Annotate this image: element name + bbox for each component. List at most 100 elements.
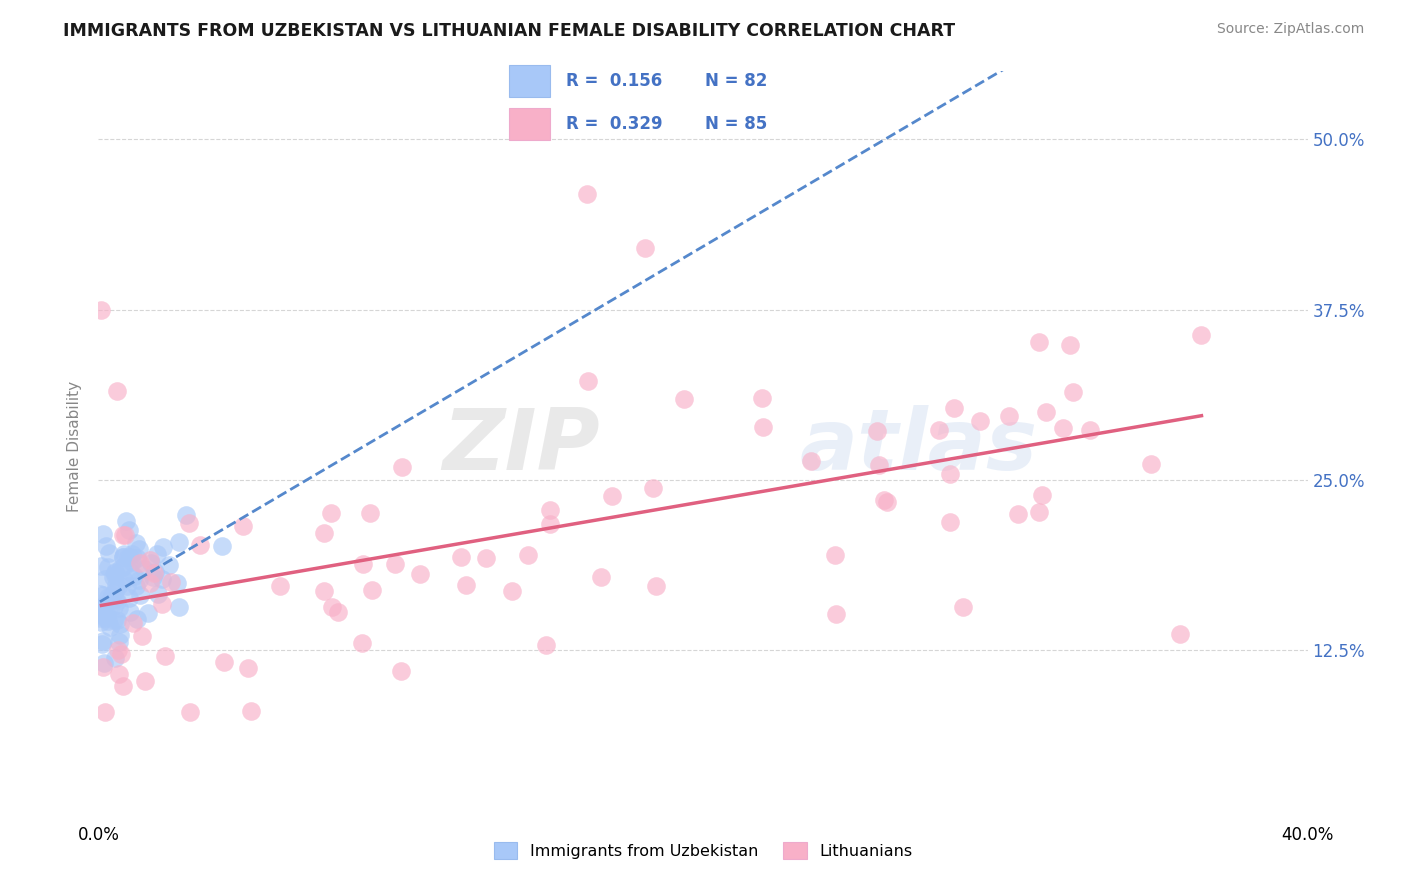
Text: Source: ZipAtlas.com: Source: ZipAtlas.com xyxy=(1216,22,1364,37)
Lithuanians xyxy=(602,490,624,504)
Lithuanians xyxy=(321,599,343,614)
Lithuanians xyxy=(212,655,235,669)
Immigrants from Uzbekistan xyxy=(98,620,121,634)
Immigrants from Uzbekistan xyxy=(118,591,141,606)
Immigrants from Uzbekistan xyxy=(128,541,150,556)
Immigrants from Uzbekistan xyxy=(174,508,197,523)
Immigrants from Uzbekistan xyxy=(104,566,127,580)
Immigrants from Uzbekistan xyxy=(128,573,150,587)
Lithuanians xyxy=(1007,507,1029,521)
Lithuanians xyxy=(969,415,991,429)
Lithuanians xyxy=(456,578,478,592)
Immigrants from Uzbekistan xyxy=(90,615,112,630)
Immigrants from Uzbekistan xyxy=(120,550,142,565)
Lithuanians xyxy=(1062,384,1084,399)
Immigrants from Uzbekistan xyxy=(127,551,149,566)
Lithuanians xyxy=(326,606,349,620)
Immigrants from Uzbekistan xyxy=(97,614,120,628)
Lithuanians xyxy=(409,566,432,581)
Lithuanians xyxy=(591,570,613,584)
Lithuanians xyxy=(643,481,665,495)
Lithuanians xyxy=(825,607,848,621)
Lithuanians xyxy=(1191,327,1213,342)
Immigrants from Uzbekistan xyxy=(104,591,127,606)
Immigrants from Uzbekistan xyxy=(146,547,169,561)
Lithuanians xyxy=(314,584,336,599)
Immigrants from Uzbekistan xyxy=(107,601,129,615)
Immigrants from Uzbekistan xyxy=(93,604,115,618)
Lithuanians xyxy=(1052,420,1074,434)
Immigrants from Uzbekistan xyxy=(142,570,165,584)
Immigrants from Uzbekistan xyxy=(89,587,111,601)
Immigrants from Uzbekistan xyxy=(91,527,114,541)
Lithuanians xyxy=(112,679,135,693)
Lithuanians xyxy=(800,453,823,467)
Lithuanians xyxy=(111,528,134,542)
Lithuanians xyxy=(108,666,131,681)
Text: N = 85: N = 85 xyxy=(704,114,768,133)
Immigrants from Uzbekistan xyxy=(152,540,174,554)
Lithuanians xyxy=(517,548,540,562)
Immigrants from Uzbekistan xyxy=(108,635,131,649)
Immigrants from Uzbekistan xyxy=(104,650,127,665)
Y-axis label: Female Disability: Female Disability xyxy=(67,380,83,512)
Immigrants from Uzbekistan xyxy=(121,547,143,561)
Lithuanians xyxy=(114,528,136,542)
Lithuanians xyxy=(1028,505,1050,519)
Immigrants from Uzbekistan xyxy=(166,575,188,590)
Immigrants from Uzbekistan xyxy=(89,611,111,625)
Lithuanians xyxy=(645,579,668,593)
Immigrants from Uzbekistan xyxy=(136,606,159,620)
Immigrants from Uzbekistan xyxy=(93,605,115,619)
Bar xyxy=(509,65,550,97)
Immigrants from Uzbekistan xyxy=(128,589,150,603)
Immigrants from Uzbekistan xyxy=(112,558,135,573)
Lithuanians xyxy=(91,660,114,674)
Immigrants from Uzbekistan xyxy=(143,565,166,579)
Lithuanians xyxy=(872,493,894,508)
Lithuanians xyxy=(134,673,156,688)
Text: ZIP: ZIP xyxy=(443,404,600,488)
Lithuanians xyxy=(634,242,657,256)
Lithuanians xyxy=(501,584,523,599)
Lithuanians xyxy=(121,615,143,630)
Lithuanians xyxy=(1078,423,1101,437)
Text: R =  0.329: R = 0.329 xyxy=(565,114,662,133)
Text: R =  0.156: R = 0.156 xyxy=(565,71,662,90)
Immigrants from Uzbekistan xyxy=(105,613,128,627)
Immigrants from Uzbekistan xyxy=(89,607,111,621)
Lithuanians xyxy=(576,374,599,388)
Immigrants from Uzbekistan xyxy=(91,637,114,651)
Immigrants from Uzbekistan xyxy=(97,546,120,560)
Lithuanians xyxy=(150,597,173,611)
Immigrants from Uzbekistan xyxy=(94,539,117,553)
Immigrants from Uzbekistan xyxy=(111,550,134,565)
Immigrants from Uzbekistan xyxy=(110,628,132,642)
Immigrants from Uzbekistan xyxy=(167,599,190,614)
Immigrants from Uzbekistan xyxy=(117,550,139,565)
Lithuanians xyxy=(128,556,150,570)
Immigrants from Uzbekistan xyxy=(91,599,114,614)
Lithuanians xyxy=(312,525,335,540)
Lithuanians xyxy=(952,599,974,614)
Immigrants from Uzbekistan xyxy=(101,588,124,602)
Lithuanians xyxy=(876,495,898,509)
Immigrants from Uzbekistan xyxy=(105,578,128,592)
Lithuanians xyxy=(824,548,846,562)
Immigrants from Uzbekistan xyxy=(110,560,132,574)
Lithuanians xyxy=(107,643,129,657)
Immigrants from Uzbekistan xyxy=(114,514,136,528)
Immigrants from Uzbekistan xyxy=(150,572,173,586)
Immigrants from Uzbekistan xyxy=(91,588,114,602)
Lithuanians xyxy=(751,391,773,405)
Immigrants from Uzbekistan xyxy=(112,549,135,564)
Lithuanians xyxy=(94,705,117,719)
Immigrants from Uzbekistan xyxy=(93,572,115,586)
Immigrants from Uzbekistan xyxy=(132,562,155,576)
Lithuanians xyxy=(575,186,598,201)
Immigrants from Uzbekistan xyxy=(125,579,148,593)
Lithuanians xyxy=(105,384,128,399)
Lithuanians xyxy=(240,705,263,719)
Immigrants from Uzbekistan xyxy=(89,605,111,619)
Lithuanians xyxy=(672,392,695,407)
